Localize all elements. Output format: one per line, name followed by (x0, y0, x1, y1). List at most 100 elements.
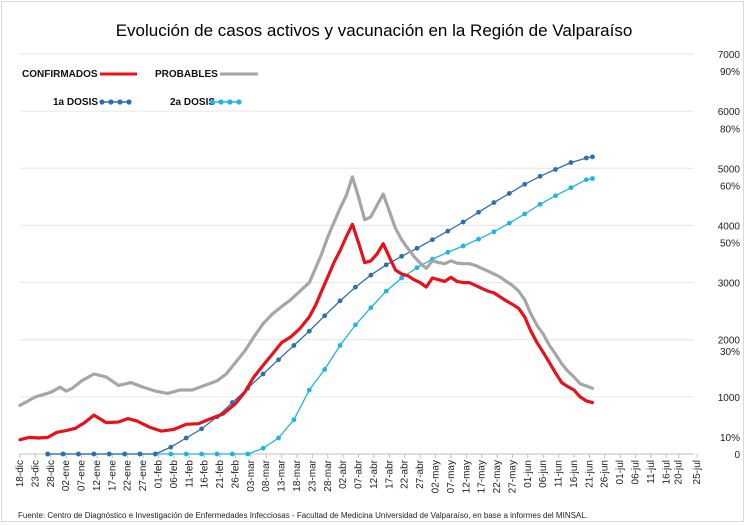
point-dosis2 (291, 417, 297, 423)
point-dosis1 (306, 328, 312, 334)
legend-swatch-dot (126, 99, 132, 105)
x-tick-label: 11-jun (554, 460, 565, 487)
x-tick-label: 02-may (430, 460, 441, 493)
point-dosis1 (506, 191, 512, 196)
chart-title: Evolución de casos activos y vacunación … (116, 21, 633, 40)
point-dosis2 (322, 367, 328, 372)
point-dosis1 (522, 181, 528, 187)
x-axis: 18-dic 23-dic 28-dic 02-ene 07-ene 12-ene 17-e… (15, 454, 703, 493)
y-tick-label: 5000 (718, 164, 741, 175)
x-tick-label: 12-may (461, 460, 472, 493)
point-dosis1 (476, 209, 481, 215)
point-dosis2 (199, 451, 204, 457)
x-tick-label: 27-abr (415, 459, 426, 489)
x-tick-label: 16-jun (569, 460, 580, 488)
point-dosis2 (414, 265, 420, 271)
legend-swatch-dot (117, 99, 123, 105)
point-dosis1 (76, 451, 81, 457)
point-dosis2 (506, 220, 512, 226)
legend: CONFIRMADOS PROBABLES 1a DOSIS 2a DOSIS (22, 69, 258, 108)
legend-label-dosis1: 1a DOSIS (53, 97, 98, 108)
y-axis-vaccination: 10% 30% 50% 60% 80% 90% (720, 67, 740, 444)
y-tick-label: 2000 (718, 336, 741, 347)
point-dosis2 (337, 343, 343, 348)
point-dosis2 (168, 451, 174, 457)
legend-label-dosis2: 2a DOSIS (170, 97, 215, 108)
legend-label-confirmados: CONFIRMADOS (22, 69, 98, 80)
y2-tick-label: 10% (720, 433, 740, 444)
x-tick-label: 23-mar (307, 459, 318, 491)
point-dosis1 (260, 371, 266, 377)
point-dosis1 (399, 253, 405, 259)
x-tick-label: 17-may (477, 460, 488, 493)
y-tick-label: 1000 (718, 393, 741, 404)
point-dosis1 (137, 451, 143, 457)
point-dosis2 (553, 193, 558, 199)
source-note: Fuente: Centro de Diagnóstico e Investig… (18, 511, 588, 520)
point-dosis2 (445, 249, 451, 255)
point-dosis2 (183, 451, 189, 457)
point-dosis2 (476, 236, 481, 242)
series-line-probables (18, 175, 595, 407)
x-tick-label: 18-dic (15, 460, 26, 487)
y2-tick-label: 30% (720, 347, 740, 358)
legend-swatch-dosis2 (209, 99, 242, 105)
point-dosis1 (430, 237, 435, 243)
y-tick-label: 6000 (718, 107, 741, 118)
point-dosis2 (491, 229, 497, 235)
gridlines (20, 53, 694, 455)
point-dosis2 (353, 322, 358, 328)
x-tick-label: 02-abr (338, 459, 349, 489)
x-tick-label: 01-jul (615, 460, 626, 484)
point-dosis1 (445, 228, 451, 234)
series-line-dosis2 (47, 177, 594, 455)
x-tick-label: 06-jul (631, 460, 642, 484)
point-dosis2 (399, 275, 405, 281)
point-dosis1 (122, 451, 128, 457)
x-tick-label: 26-jun (600, 460, 611, 488)
x-tick-label: 22-ene (123, 460, 134, 492)
x-tick-label: 03-mar (246, 459, 257, 491)
x-tick-label: 17-abr (384, 459, 395, 489)
point-dosis1 (590, 154, 595, 160)
x-tick-label: 01-feb (153, 460, 164, 489)
x-tick-label: 27-ene (138, 460, 149, 492)
series-line-dosis1 (47, 156, 594, 455)
y2-tick-label: 60% (720, 181, 740, 192)
x-tick-label: 20-jul (674, 460, 685, 484)
point-dosis1 (183, 435, 189, 441)
point-dosis1 (537, 173, 543, 179)
x-tick-label: 11-jul (646, 460, 657, 484)
point-dosis2 (260, 445, 266, 451)
legend-swatch-dot (227, 99, 233, 105)
x-tick-label: 07-ene (77, 460, 88, 492)
point-dosis2 (383, 288, 389, 294)
point-dosis2 (590, 176, 595, 181)
point-dosis2 (229, 451, 235, 457)
legend-swatch-dot (99, 99, 105, 105)
x-tick-label: 28-mar (323, 459, 334, 491)
y-tick-label: 0 (734, 450, 740, 461)
point-dosis2 (214, 451, 220, 457)
x-tick-label: 21-jun (584, 460, 595, 488)
x-tick-label: 23-dic (30, 460, 41, 487)
x-tick-label: 22-may (492, 460, 503, 493)
x-tick-label: 12-abr (369, 459, 380, 489)
x-tick-label: 06-jun (538, 460, 549, 488)
x-tick-label: 13-mar (277, 459, 288, 491)
point-dosis1 (91, 451, 97, 457)
point-dosis1 (45, 451, 51, 457)
legend-swatch-dot (218, 99, 224, 105)
point-dosis2 (460, 243, 466, 249)
y2-tick-label: 90% (720, 67, 740, 78)
x-tick-label: 27-may (507, 460, 518, 493)
legend-swatch-dot (236, 99, 242, 105)
x-tick-label: 07-abr (354, 459, 365, 489)
point-dosis1 (199, 426, 204, 432)
x-tick-label: 16-jul (661, 460, 672, 484)
point-dosis1 (491, 200, 497, 205)
legend-swatch-dot (108, 99, 114, 105)
point-dosis2 (568, 185, 574, 191)
